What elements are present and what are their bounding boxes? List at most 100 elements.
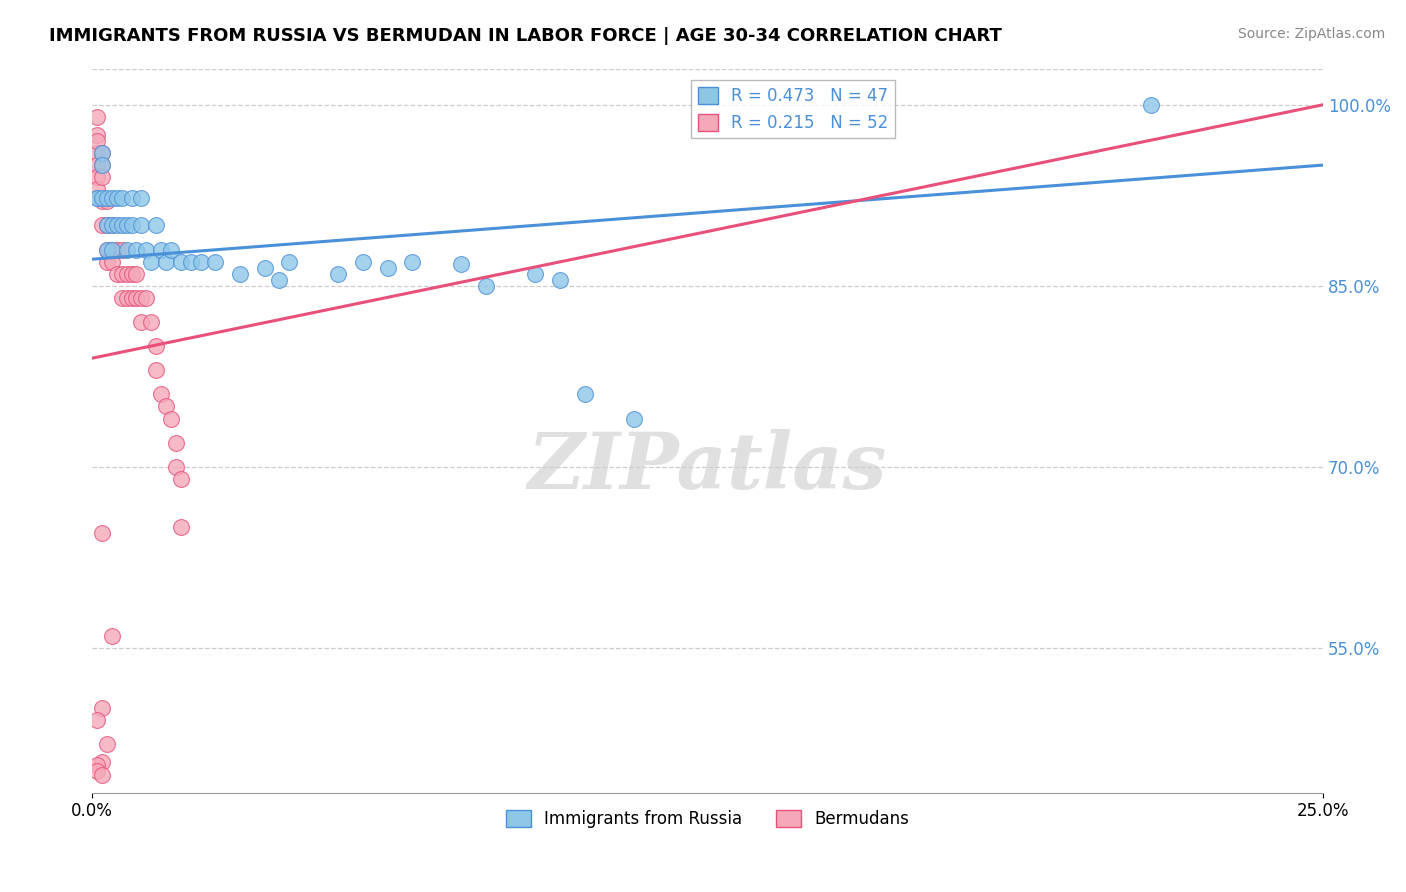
Point: [145, 339, 167, 353]
Point: [105, 267, 128, 281]
Point: [86, 764, 108, 778]
Point: [170, 254, 193, 268]
Point: [101, 254, 124, 268]
Point: [111, 243, 134, 257]
Point: [91, 194, 114, 209]
Point: [115, 243, 138, 257]
Point: [91, 526, 114, 541]
Point: [165, 435, 187, 450]
Point: [115, 219, 138, 233]
Point: [121, 291, 143, 305]
Point: [135, 291, 157, 305]
Point: [278, 254, 301, 268]
Point: [96, 243, 118, 257]
Point: [475, 278, 498, 293]
Point: [1139, 97, 1161, 112]
Point: [269, 273, 291, 287]
Point: [86, 158, 108, 172]
Point: [91, 767, 114, 781]
Point: [170, 472, 193, 486]
Point: [135, 243, 157, 257]
Point: [121, 219, 143, 233]
Point: [170, 520, 193, 534]
Point: [91, 756, 114, 770]
Point: [105, 219, 128, 233]
Point: [131, 291, 153, 305]
Point: [96, 194, 118, 209]
Point: [145, 363, 167, 377]
Point: [141, 315, 163, 329]
Point: [377, 260, 399, 275]
Point: [150, 387, 173, 401]
Point: [204, 254, 226, 268]
Point: [86, 146, 108, 161]
Point: [145, 219, 167, 233]
Point: [101, 219, 124, 233]
Point: [111, 291, 134, 305]
Point: [190, 254, 212, 268]
Point: [141, 254, 163, 268]
Point: [352, 254, 374, 268]
Point: [91, 158, 114, 172]
Legend: Immigrants from Russia, Bermudans: Immigrants from Russia, Bermudans: [499, 804, 915, 835]
Point: [165, 459, 187, 474]
Point: [101, 219, 124, 233]
Point: [111, 267, 134, 281]
Point: [91, 158, 114, 172]
Point: [96, 738, 118, 752]
Point: [155, 254, 177, 268]
Point: [86, 182, 108, 196]
Point: [180, 254, 202, 268]
Point: [86, 134, 108, 148]
Point: [91, 146, 114, 161]
Point: [125, 291, 148, 305]
Point: [115, 267, 138, 281]
Point: [574, 387, 596, 401]
Point: [125, 243, 148, 257]
Point: [86, 170, 108, 185]
Point: [91, 146, 114, 161]
Point: [86, 758, 108, 772]
Text: ZIPatlas: ZIPatlas: [529, 428, 887, 505]
Point: [121, 191, 143, 205]
Point: [401, 254, 423, 268]
Point: [91, 219, 114, 233]
Point: [96, 219, 118, 233]
Point: [86, 713, 108, 727]
Point: [131, 315, 153, 329]
Point: [160, 243, 183, 257]
Point: [229, 267, 252, 281]
Point: [91, 701, 114, 715]
Point: [96, 191, 118, 205]
Point: [91, 170, 114, 185]
Point: [91, 191, 114, 205]
Point: [101, 243, 124, 257]
Text: IMMIGRANTS FROM RUSSIA VS BERMUDAN IN LABOR FORCE | AGE 30-34 CORRELATION CHART: IMMIGRANTS FROM RUSSIA VS BERMUDAN IN LA…: [49, 27, 1002, 45]
Point: [86, 128, 108, 142]
Point: [96, 254, 118, 268]
Point: [524, 267, 547, 281]
Point: [96, 219, 118, 233]
Point: [86, 191, 108, 205]
Point: [111, 219, 134, 233]
Point: [253, 260, 276, 275]
Point: [105, 191, 128, 205]
Point: [450, 257, 472, 271]
Point: [96, 243, 118, 257]
Point: [623, 411, 645, 425]
Text: Source: ZipAtlas.com: Source: ZipAtlas.com: [1237, 27, 1385, 41]
Point: [125, 267, 148, 281]
Point: [548, 273, 571, 287]
Point: [131, 191, 153, 205]
Point: [105, 243, 128, 257]
Point: [115, 291, 138, 305]
Point: [101, 629, 124, 643]
Point: [328, 267, 350, 281]
Point: [150, 243, 173, 257]
Point: [101, 243, 124, 257]
Point: [86, 191, 108, 205]
Point: [160, 411, 183, 425]
Point: [121, 267, 143, 281]
Point: [131, 219, 153, 233]
Point: [101, 191, 124, 205]
